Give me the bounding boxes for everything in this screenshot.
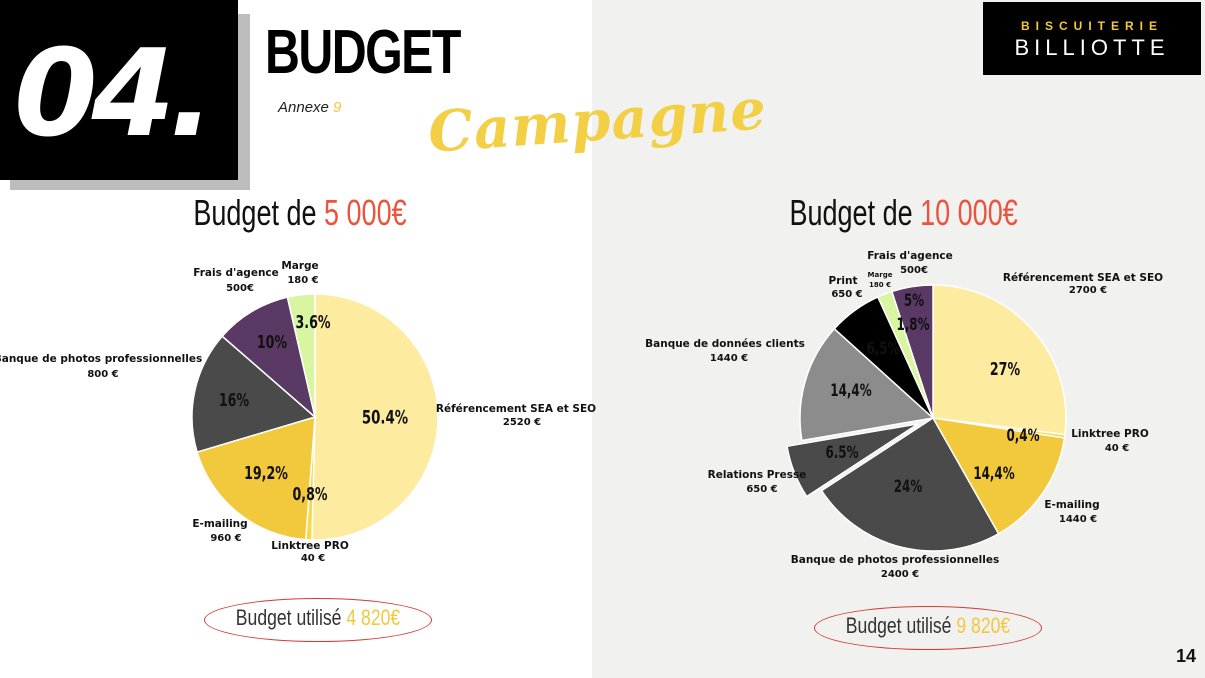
- right-budget-used: Budget utilisé 9 820€: [814, 606, 1042, 650]
- chart2-amount-label-banque-de-donnees-clients: 1440 €: [710, 353, 748, 364]
- right-used-value: 9 820€: [956, 613, 1011, 638]
- right-heading-value: 10 000€: [920, 192, 1018, 233]
- chart1-pct-label-frais-d-agence: 10%: [257, 331, 288, 352]
- chart2-amount-label-frais-d-agence: 500€: [900, 265, 928, 276]
- left-used-prefix: Budget utilisé: [235, 605, 342, 630]
- left-budget-used: Budget utilisé 4 820€: [204, 598, 432, 642]
- chart2-name-label-marge: Marge: [868, 271, 893, 279]
- chart2-slice-banque-de-donnees-clients: [799, 327, 935, 442]
- chart2-name-label-frais-d-agence: Frais d'agence: [867, 250, 953, 262]
- chart1-slice-marge: [286, 293, 316, 418]
- chart2-name-label-referencement-sea-et-seo: Référencement SEA et SEO: [1003, 272, 1163, 284]
- right-used-prefix: Budget utilisé: [845, 613, 952, 638]
- brand-line-2: BILLIOTTE: [1014, 35, 1170, 60]
- chart1-name-label-e-mailing: E-mailing: [192, 518, 247, 530]
- chart1-name-label-marge: Marge: [281, 260, 318, 272]
- chart1-slice-banque-de-photos-professionnelles: [191, 335, 317, 453]
- section-number-box: 04.: [0, 0, 238, 180]
- page-title: BUDGET: [265, 18, 461, 87]
- right-chart-heading: Budget de 10 000€: [789, 192, 1018, 234]
- chart1-amount-label-frais-d-agence: 500€: [226, 283, 254, 294]
- chart2-amount-label-linktree-pro: 40 €: [1105, 443, 1129, 454]
- chart2-pct-label-frais-d-agence: 5%: [904, 290, 924, 310]
- left-used-value: 4 820€: [346, 605, 401, 630]
- chart2-slice-e-mailing: [931, 417, 1066, 535]
- chart1-name-label-linktree-pro: Linktree PRO: [271, 540, 349, 552]
- chart2-name-label-print: Print: [829, 275, 858, 287]
- chart1-amount-label-marge: 180 €: [287, 275, 318, 286]
- right-heading-prefix: Budget de: [789, 192, 913, 233]
- chart2-pct-label-print: 6,5%: [866, 338, 899, 358]
- chart2-slice-banque-de-photos-professionnelles: [820, 416, 1000, 552]
- chart2-pct-label-e-mailing: 14,4%: [973, 463, 1015, 483]
- left-heading-prefix: Budget de: [193, 192, 317, 233]
- chart1-amount-label-referencement-sea-et-seo: 2520 €: [503, 417, 541, 428]
- right-used-text: Budget utilisé 9 820€: [838, 613, 1019, 639]
- annexe-number: 9: [333, 99, 342, 116]
- chart2-name-label-banque-de-donnees-clients: Banque de données clients: [645, 338, 805, 350]
- annexe-reference: Annexe 9: [278, 99, 341, 116]
- chart1-pct-label-banque-de-photos-professionnelles: 16%: [219, 389, 250, 410]
- chart1-pct-label-referencement-sea-et-seo: 50.4%: [362, 407, 408, 429]
- chart2-name-label-linktree-pro: Linktree PRO: [1071, 428, 1149, 440]
- chart2-name-label-relations-presse: Relations Presse: [708, 469, 807, 481]
- annexe-label: Annexe: [278, 99, 329, 116]
- chart1-amount-label-banque-de-photos-professionnelles: 800 €: [87, 369, 118, 380]
- left-used-text: Budget utilisé 4 820€: [228, 605, 409, 631]
- chart1-name-label-referencement-sea-et-seo: Référencement SEA et SEO: [436, 403, 596, 415]
- chart2-amount-label-banque-de-photos-professionnelles: 2400 €: [881, 569, 919, 580]
- chart2-slice-relations-presse: [786, 423, 919, 498]
- left-heading-value: 5 000€: [324, 192, 407, 233]
- chart2-slice-frais-d-agence: [890, 284, 934, 419]
- chart1-slice-referencement-sea-et-seo: [311, 293, 439, 541]
- page-number: 14: [1176, 646, 1197, 666]
- brand-line-1: BISCUITERIE: [1020, 19, 1163, 33]
- chart2-pct-label-linktree-pro: 0,4%: [1006, 425, 1039, 445]
- chart1-amount-label-e-mailing: 960 €: [210, 533, 241, 544]
- chart2-pct-label-banque-de-donnees-clients: 14,4%: [830, 380, 872, 400]
- chart2-pct-label-marge: 1,8%: [896, 314, 929, 334]
- chart1-amount-label-linktree-pro: 40 €: [301, 553, 325, 564]
- brand-logo: BISCUITERIE BILLIOTTE: [983, 2, 1201, 75]
- chart2-slice-referencement-sea-et-seo: [932, 284, 1067, 436]
- chart2-pct-label-relations-presse: 6.5%: [825, 442, 858, 462]
- chart1-slice-frais-d-agence: [221, 296, 317, 420]
- chart1-pct-label-marge: 3.6%: [296, 311, 331, 332]
- chart1-name-label-banque-de-photos-professionnelles: Banque de photos professionnelles: [0, 353, 202, 365]
- chart2-amount-label-e-mailing: 1440 €: [1059, 514, 1097, 525]
- chart1-name-label-frais-d-agence: Frais d'agence: [193, 267, 279, 279]
- chart1-slice-e-mailing: [196, 415, 316, 541]
- chart2-name-label-banque-de-photos-professionnelles: Banque de photos professionnelles: [791, 554, 1000, 566]
- chart2-amount-label-print: 650 €: [831, 289, 862, 300]
- chart2-amount-label-marge: 180 €: [869, 281, 891, 289]
- chart2-pct-label-banque-de-photos-professionnelles: 24%: [894, 476, 923, 496]
- chart2-amount-label-relations-presse: 650 €: [746, 484, 777, 495]
- chart1-pct-label-e-mailing: 19,2%: [244, 462, 288, 483]
- chart1-pct-label-linktree-pro: 0,8%: [293, 483, 328, 504]
- left-chart-heading: Budget de 5 000€: [188, 192, 413, 234]
- chart2-amount-label-referencement-sea-et-seo: 2700 €: [1069, 285, 1107, 296]
- chart2-pct-label-referencement-sea-et-seo: 27%: [990, 358, 1021, 379]
- chart2-name-label-e-mailing: E-mailing: [1044, 499, 1099, 511]
- section-number: 04.: [14, 25, 215, 164]
